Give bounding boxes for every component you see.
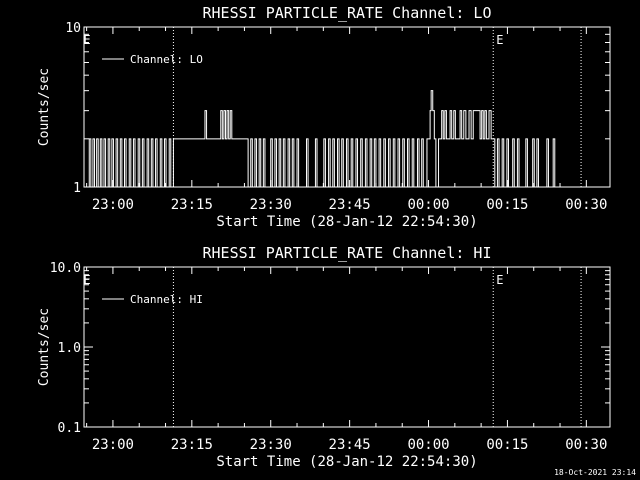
- panel-1-y-tick-label: 10: [65, 21, 81, 36]
- footer-timestamp: 18-Oct-2021 23:14: [554, 468, 636, 477]
- panel-2-x-axis-label: Start Time (28-Jan-12 22:54:30): [216, 454, 477, 470]
- panel-1-y-tick-label: 1: [73, 181, 81, 196]
- panel-1-x-tick-label: 00:15: [486, 197, 528, 213]
- panel-1-x-tick-label: 23:15: [171, 197, 213, 213]
- panel-2-x-tick-label: 00:00: [407, 437, 449, 453]
- panel-1-chart-title: RHESSI PARTICLE_RATE Channel: LO: [203, 4, 492, 22]
- panel-2-y-tick-label: 1.0: [58, 341, 81, 356]
- panel-1-x-tick-label: 00:30: [565, 197, 607, 213]
- panel-2-x-tick-label: 23:45: [329, 437, 371, 453]
- panel-1-legend-label: Channel: LO: [130, 53, 203, 66]
- panel-2-y-axis-label: Counts/sec: [37, 308, 52, 386]
- panel-2-x-tick-label: 23:00: [92, 437, 134, 453]
- panel-1-x-tick-label: 00:00: [407, 197, 449, 213]
- panel-2-e-marker: E: [496, 273, 503, 287]
- panel-2-e-marker: E: [83, 273, 90, 287]
- panel-1-x-tick-label: 23:45: [329, 197, 371, 213]
- panel-1-plot-frame: [83, 26, 611, 188]
- chart-panels: RHESSI PARTICLE_RATE Channel: LO Start Ti…: [37, 4, 611, 470]
- panel-1-series-line: [86, 90, 582, 188]
- panel-2-x-tick-label: 23:30: [250, 437, 292, 453]
- panel-2-x-tick-label: 23:15: [171, 437, 213, 453]
- panel-2-y-tick-label: 0.1: [58, 421, 81, 436]
- panel-2-chart-title: RHESSI PARTICLE_RATE Channel: HI: [203, 244, 492, 262]
- panel-1-e-marker: E: [83, 33, 90, 47]
- panel-1-x-tick-label: 23:30: [250, 197, 292, 213]
- panel-2-x-tick-label: 00:30: [565, 437, 607, 453]
- panel-1-x-tick-label: 23:00: [92, 197, 134, 213]
- panel-2-legend-label: Channel: HI: [130, 293, 203, 306]
- panel-1-e-marker: E: [496, 33, 503, 47]
- panel-2-x-tick-label: 00:15: [486, 437, 528, 453]
- panel-2-y-tick-label: 10.0: [50, 261, 81, 276]
- panel-1-x-axis-label: Start Time (28-Jan-12 22:54:30): [216, 214, 477, 230]
- panel-1-y-axis-label: Counts/sec: [37, 68, 52, 146]
